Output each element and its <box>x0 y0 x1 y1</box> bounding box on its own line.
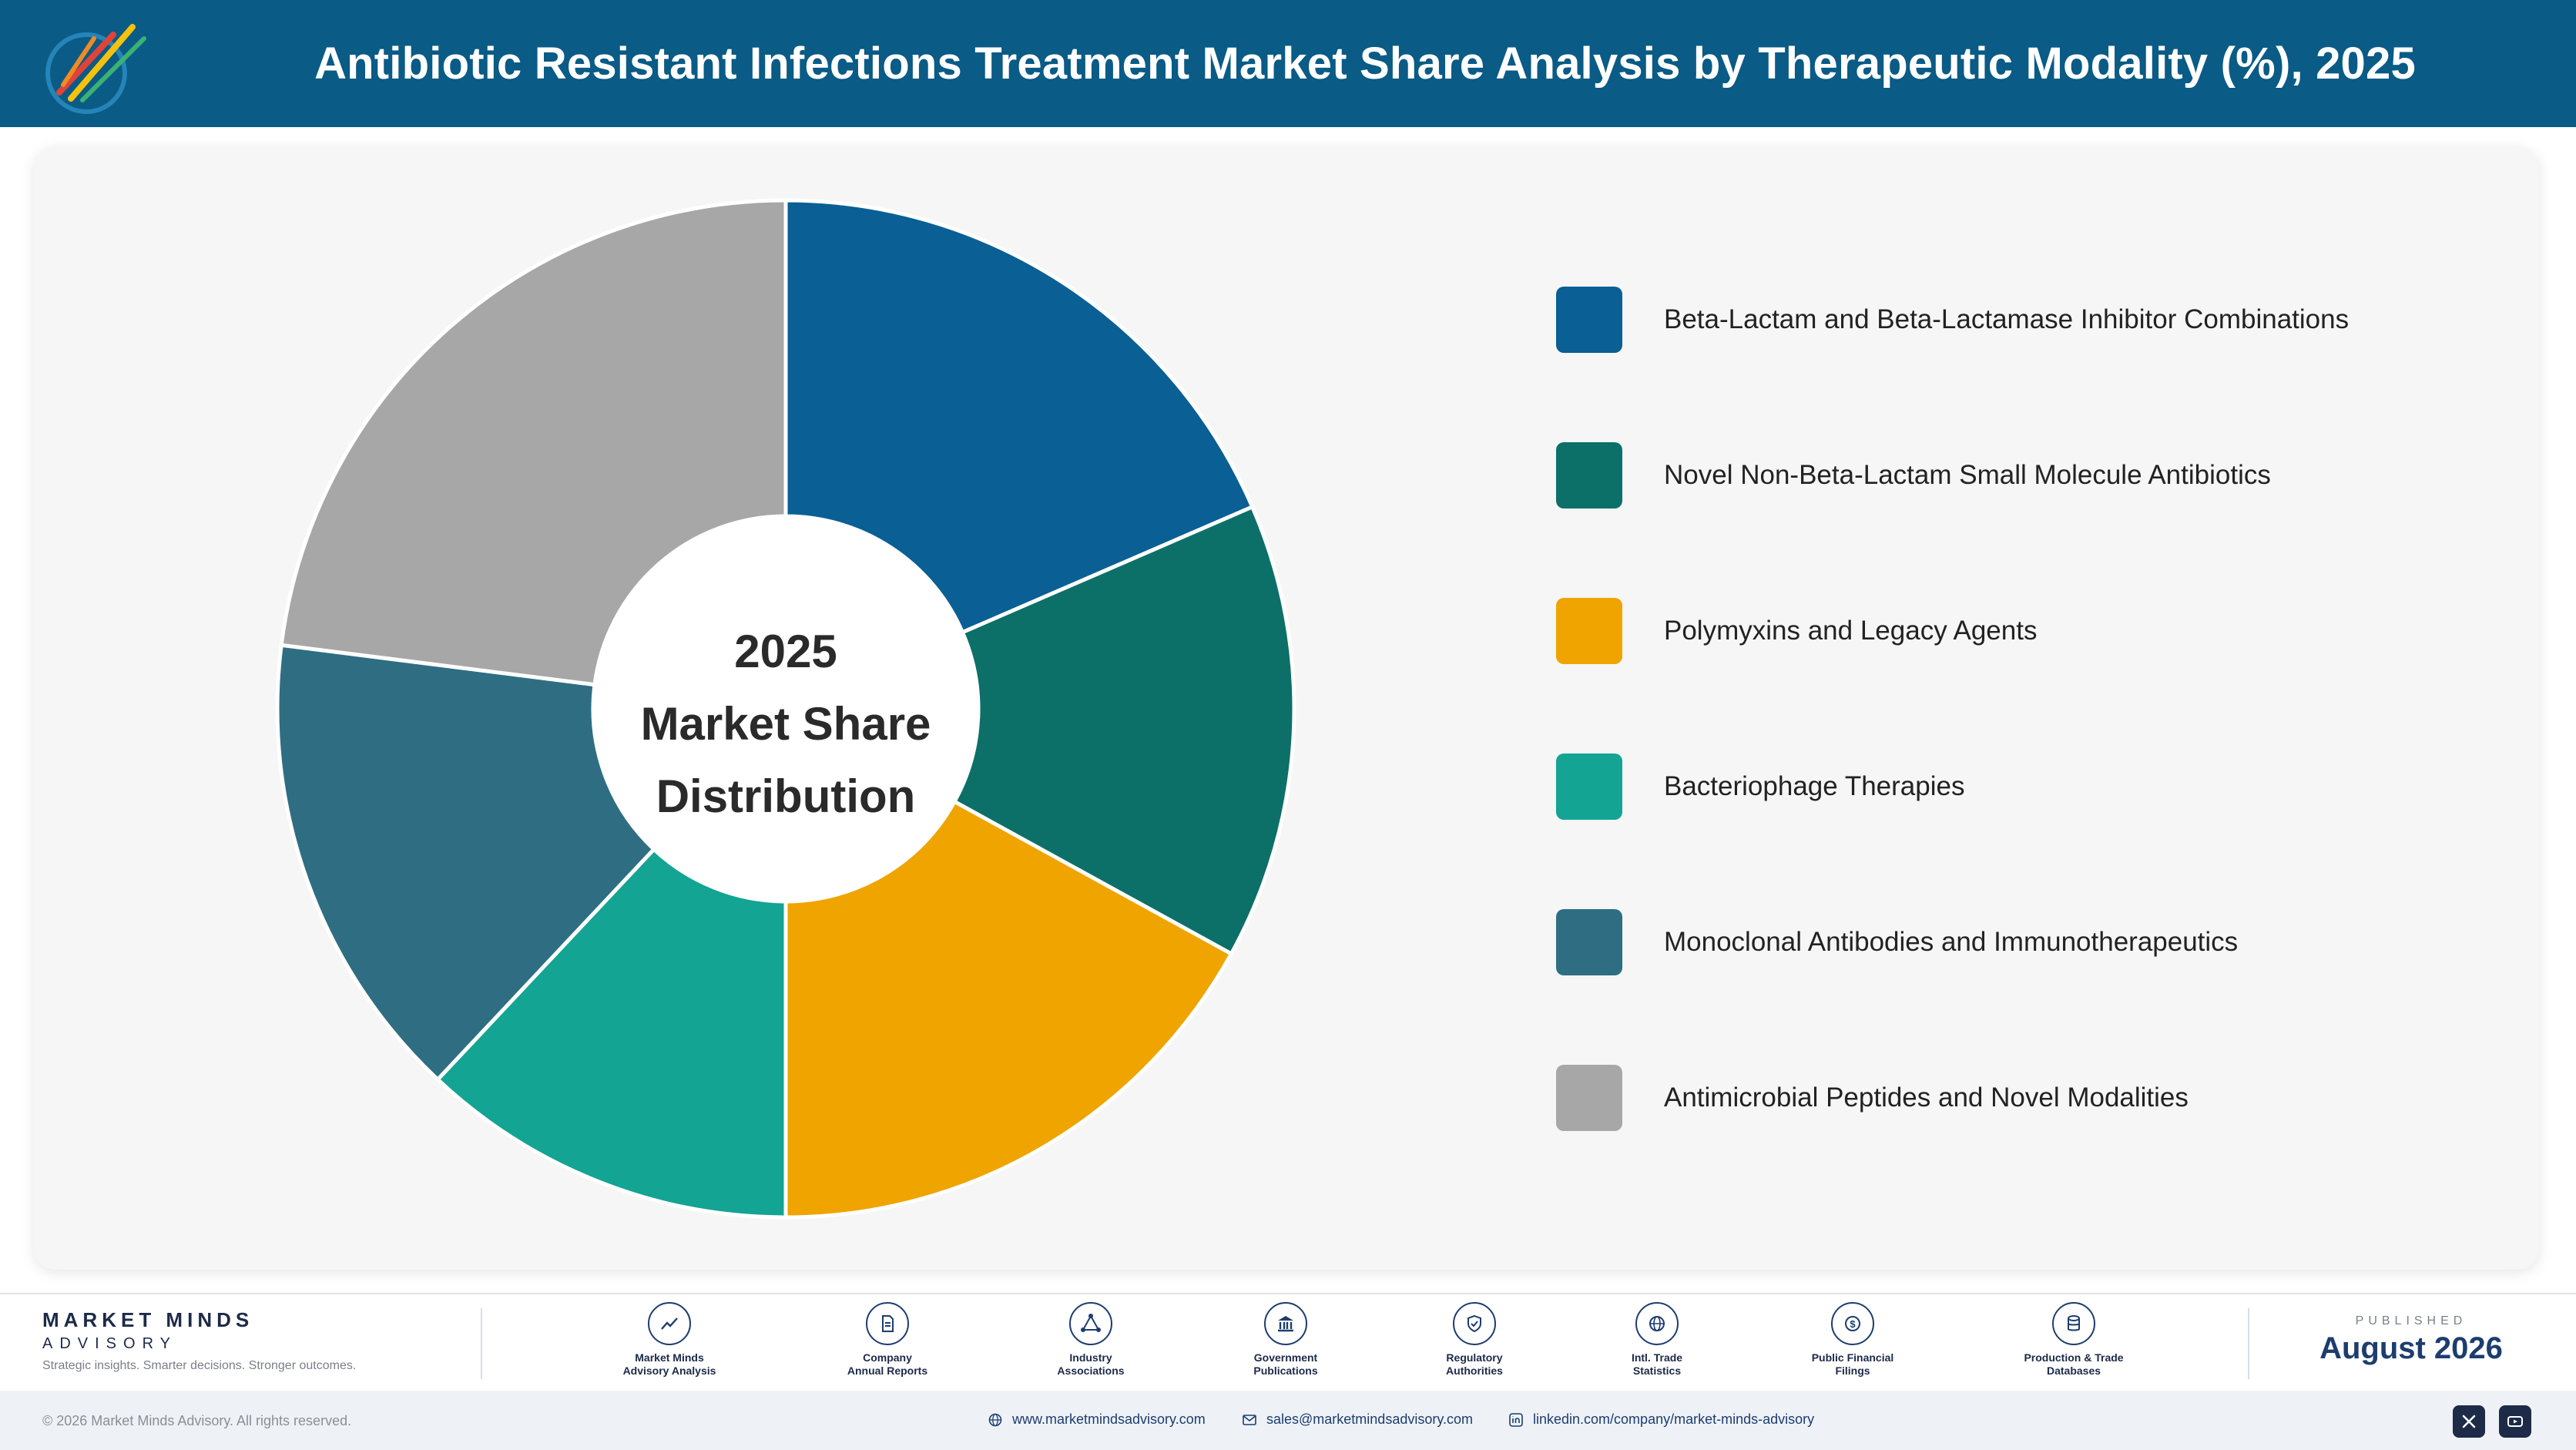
source-label: Intl. Trade Statistics <box>1631 1351 1683 1377</box>
legend-label: Monoclonal Antibodies and Immunotherapeu… <box>1664 927 2239 957</box>
linkedin-text: linkedin.com/company/market-minds-adviso… <box>1533 1411 1815 1427</box>
linkedin-link[interactable]: linkedin.com/company/market-minds-adviso… <box>1508 1411 1814 1428</box>
legend-label: Antimicrobial Peptides and Novel Modalit… <box>1664 1082 2189 1113</box>
website-text: www.marketmindsadvisory.com <box>1012 1411 1206 1427</box>
page-title: Antibiotic Resistant Infections Treatmen… <box>314 39 2416 89</box>
legend-swatch <box>1556 287 1622 353</box>
copyright-text: © 2026 Market Minds Advisory. All rights… <box>42 1413 352 1428</box>
legend-swatch <box>1556 909 1622 975</box>
document-icon <box>866 1302 909 1345</box>
footer-brand: MARKET MINDS ADVISORY Strategic insights… <box>42 1308 356 1373</box>
brand-subtitle: ADVISORY <box>42 1335 177 1352</box>
legend-label: Polymyxins and Legacy Agents <box>1664 616 2038 646</box>
youtube-social-button[interactable] <box>2499 1405 2531 1438</box>
globe-icon <box>1635 1302 1679 1345</box>
email-text: sales@marketmindsadvisory.com <box>1266 1411 1474 1427</box>
source-item: Intl. Trade Statistics <box>1580 1302 1734 1378</box>
donut-hole <box>593 516 978 901</box>
legend-swatch <box>1556 754 1622 820</box>
published-label: PUBLISHED <box>2355 1314 2467 1327</box>
brand-name: MARKET MINDS <box>42 1308 254 1331</box>
source-label: Production & Trade Databases <box>2024 1351 2124 1377</box>
center-label-year: 2025 <box>734 626 837 677</box>
legend-swatch <box>1556 442 1622 509</box>
legend-item: Antimicrobial Peptides and Novel Modalit… <box>1556 1065 2480 1131</box>
legend-label: Bacteriophage Therapies <box>1664 771 1965 801</box>
legend-label: Beta-Lactam and Beta-Lactamase Inhibitor… <box>1664 304 2350 334</box>
government-building-icon <box>1264 1302 1307 1345</box>
header-bar: Antibiotic Resistant Infections Treatmen… <box>0 0 2576 127</box>
legend-label: Novel Non-Beta-Lactam Small Molecule Ant… <box>1664 460 2271 490</box>
source-label: Public Financial Filings <box>1811 1351 1894 1377</box>
source-item: Market Minds Advisory Analysis <box>592 1302 746 1378</box>
source-label: Industry Associations <box>1057 1351 1125 1377</box>
source-label: Government Publications <box>1253 1351 1318 1377</box>
donut-center-label: 2025 Market Share Distribution <box>585 601 986 848</box>
legend-item: Novel Non-Beta-Lactam Small Molecule Ant… <box>1556 442 2480 509</box>
youtube-icon <box>2507 1416 2523 1427</box>
legend-item: Beta-Lactam and Beta-Lactamase Inhibitor… <box>1556 287 2480 353</box>
center-label-line-3: Distribution <box>656 770 916 822</box>
globe-icon <box>988 1413 1002 1426</box>
legend-item: Monoclonal Antibodies and Immunotherapeu… <box>1556 909 2480 975</box>
legend-item: Polymyxins and Legacy Agents <box>1556 598 2480 664</box>
donut-slice <box>783 799 1234 1220</box>
legend-swatch <box>1556 598 1622 664</box>
dollar-coin-icon: $ <box>1831 1302 1874 1345</box>
source-label: Company Annual Reports <box>847 1351 928 1377</box>
shield-check-icon <box>1453 1302 1496 1345</box>
x-social-button[interactable] <box>2453 1405 2485 1438</box>
published-date: August 2026 <box>2319 1331 2503 1365</box>
source-item: Government Publications <box>1209 1302 1363 1378</box>
svg-text:$: $ <box>1850 1318 1856 1330</box>
email-link[interactable]: sales@marketmindsadvisory.com <box>1242 1411 1473 1428</box>
website-link[interactable]: www.marketmindsadvisory.com <box>988 1411 1206 1428</box>
source-item: Regulatory Authorities <box>1397 1302 1551 1378</box>
brand-tagline: Strategic insights. Smarter decisions. S… <box>42 1359 357 1372</box>
source-item: Industry Associations <box>1014 1302 1168 1378</box>
network-icon <box>1069 1302 1112 1345</box>
chart-line-icon <box>648 1302 691 1345</box>
source-item: Production & Trade Databases <box>1997 1302 2151 1378</box>
legend-item: Bacteriophage Therapies <box>1556 754 2480 820</box>
footer-divider <box>0 1293 2576 1294</box>
x-logo-icon <box>2462 1415 2476 1428</box>
source-item: Company Annual Reports <box>810 1302 964 1378</box>
sources-strip: Market Minds Advisory Analysis Company A… <box>570 1302 2149 1387</box>
center-label-line-2: Market Share <box>640 698 931 750</box>
donut-chart <box>275 198 1296 1220</box>
linkedin-icon <box>1509 1412 1523 1427</box>
company-logo <box>45 24 146 114</box>
source-label: Market Minds Advisory Analysis <box>622 1351 716 1377</box>
footer-separator <box>481 1308 482 1379</box>
mail-icon <box>1243 1414 1256 1425</box>
database-icon <box>2052 1302 2095 1345</box>
source-item: $ Public Financial Filings <box>1776 1302 1930 1378</box>
source-label: Regulatory Authorities <box>1446 1351 1503 1377</box>
bottom-bar <box>0 1391 2576 1450</box>
footer-separator <box>2248 1308 2249 1379</box>
donut-slice <box>275 643 657 1082</box>
published-block: PUBLISHED August 2026 <box>2265 1314 2558 1366</box>
legend-swatch <box>1556 1065 1622 1131</box>
